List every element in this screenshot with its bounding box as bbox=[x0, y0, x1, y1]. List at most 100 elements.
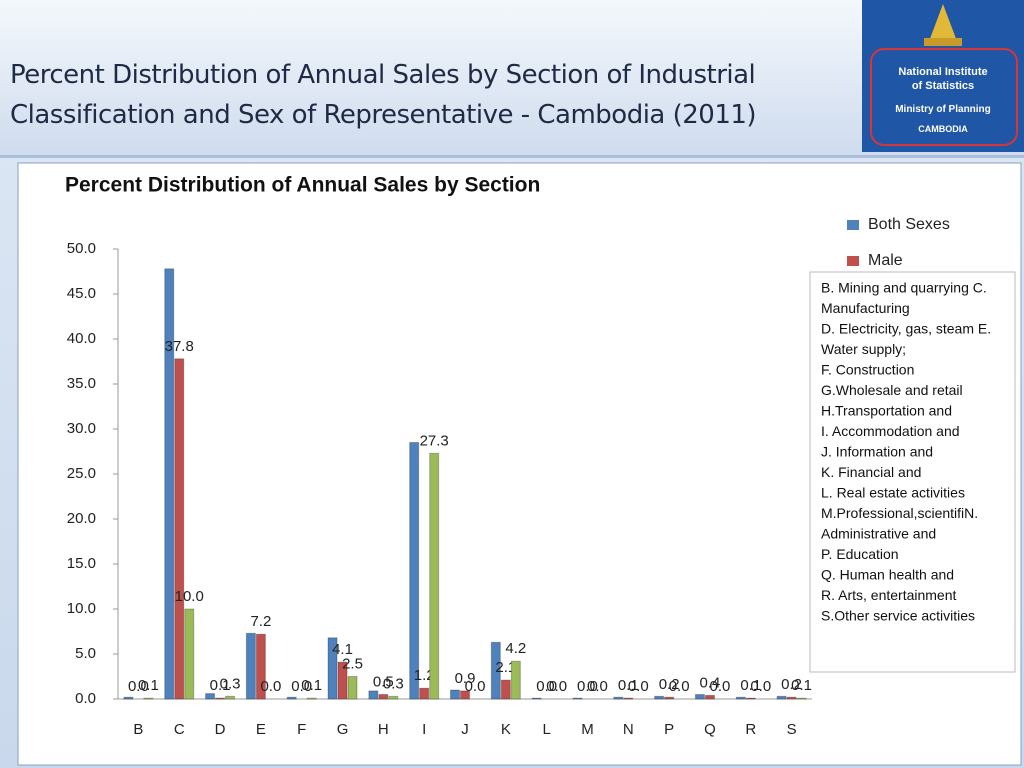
x-tick-label: S bbox=[787, 721, 797, 738]
x-tick-label: K bbox=[501, 721, 511, 738]
note-line: M.Professional,scientifiN. bbox=[821, 505, 978, 521]
bar bbox=[776, 695, 787, 700]
x-tick-label: E bbox=[256, 721, 266, 738]
bar bbox=[613, 696, 624, 700]
y-tick-label: 5.0 bbox=[75, 645, 96, 662]
note-line: H.Transportation and bbox=[821, 403, 952, 419]
bar bbox=[205, 693, 216, 700]
y-tick-label: 40.0 bbox=[67, 330, 96, 347]
slide-title: Percent Distribution of Annual Sales by … bbox=[10, 60, 757, 130]
bar bbox=[664, 696, 675, 700]
data-label: 37.8 bbox=[165, 338, 194, 355]
logo: National Institute of Statistics Ministr… bbox=[862, 0, 1024, 152]
bar bbox=[143, 697, 154, 700]
bar bbox=[337, 661, 348, 700]
bar bbox=[460, 690, 470, 700]
logo-frame bbox=[870, 48, 1018, 146]
x-tick-label: N bbox=[623, 721, 634, 738]
legend-label: Both Sexes bbox=[868, 216, 950, 233]
bar bbox=[745, 697, 756, 700]
data-label: 0.0 bbox=[291, 678, 312, 695]
note-line: Manufacturing bbox=[821, 300, 910, 316]
x-tick-label: P bbox=[664, 721, 674, 738]
bar bbox=[368, 690, 379, 700]
y-tick-label: 30.0 bbox=[67, 420, 96, 437]
x-tick-label: C bbox=[174, 721, 185, 738]
bar bbox=[164, 268, 175, 700]
data-label: 27.3 bbox=[420, 432, 449, 449]
bar bbox=[694, 694, 705, 700]
bar bbox=[215, 697, 226, 700]
note-line: Administrative and bbox=[821, 526, 936, 542]
data-label: 2.1 bbox=[495, 659, 516, 676]
y-tick-label: 0.0 bbox=[75, 690, 96, 707]
bar bbox=[123, 696, 134, 700]
note-line: D. Electricity, gas, steam E. bbox=[821, 321, 991, 337]
logo-text: of Statistics bbox=[911, 80, 975, 92]
emblem bbox=[924, 4, 962, 46]
bar bbox=[510, 660, 521, 700]
bar bbox=[327, 637, 338, 700]
data-label: 0.3 bbox=[220, 675, 241, 692]
note-line: I. Accommodation and bbox=[821, 423, 960, 439]
data-label: 0.1 bbox=[301, 677, 322, 694]
note-line: G.Wholesale and retail bbox=[821, 382, 963, 398]
bar bbox=[654, 695, 665, 700]
note-line: J. Information and bbox=[821, 444, 933, 460]
bar bbox=[174, 358, 185, 700]
data-label: 10.0 bbox=[175, 588, 204, 605]
bar bbox=[306, 697, 317, 700]
y-tick-label: 50.0 bbox=[67, 240, 96, 257]
data-label: 0.3 bbox=[383, 675, 404, 692]
bar bbox=[225, 695, 236, 700]
x-tick-label: F bbox=[297, 721, 306, 738]
y-tick-label: 10.0 bbox=[67, 600, 96, 617]
bar bbox=[735, 696, 746, 700]
data-label: 7.2 bbox=[250, 613, 271, 630]
note-line: L. Real estate activities bbox=[821, 485, 965, 501]
data-label: 0.0 bbox=[465, 678, 486, 695]
data-label: 0.2 bbox=[781, 676, 802, 693]
note-line: F. Construction bbox=[821, 362, 914, 378]
data-label: 1.2 bbox=[414, 667, 435, 684]
x-tick-label: J bbox=[461, 721, 469, 738]
data-label: 0.9 bbox=[455, 670, 476, 687]
data-label: 0.0 bbox=[669, 678, 690, 695]
note-line: R. Arts, entertainment bbox=[821, 587, 957, 603]
x-tick-label: Q bbox=[704, 721, 716, 738]
data-label: 0.5 bbox=[373, 673, 394, 690]
bar bbox=[429, 452, 440, 700]
data-label: 0.0 bbox=[750, 678, 771, 695]
data-label: 0.1 bbox=[740, 677, 761, 694]
note-line: P. Education bbox=[821, 546, 899, 562]
logo-text: National Institute bbox=[898, 66, 988, 78]
bar bbox=[388, 695, 399, 700]
y-tick-label: 35.0 bbox=[67, 375, 96, 392]
x-tick-label: H bbox=[378, 721, 389, 738]
data-label: 2.5 bbox=[342, 655, 363, 672]
header bbox=[0, 0, 1024, 158]
bar bbox=[796, 697, 807, 700]
bar bbox=[786, 696, 797, 700]
bar bbox=[409, 442, 420, 700]
data-label: 0.1 bbox=[618, 677, 639, 694]
data-label: 0.0 bbox=[536, 678, 557, 695]
x-tick-label: R bbox=[745, 721, 756, 738]
data-label: 0.0 bbox=[128, 678, 149, 695]
data-label: 0.1 bbox=[138, 677, 159, 694]
data-label: 0.4 bbox=[700, 674, 721, 691]
x-tick-label: B bbox=[133, 721, 143, 738]
data-label: 0.0 bbox=[710, 678, 731, 695]
data-label: 0.0 bbox=[260, 678, 281, 695]
x-tick-label: D bbox=[215, 721, 226, 738]
note-line: Water supply; bbox=[821, 341, 906, 357]
data-label: 0.1 bbox=[791, 677, 812, 694]
bar bbox=[500, 679, 511, 700]
x-tick-label: M bbox=[581, 721, 594, 738]
bar bbox=[490, 641, 501, 700]
bar bbox=[572, 697, 583, 700]
note-line: K. Financial and bbox=[821, 464, 921, 480]
chart-title: Percent Distribution of Annual Sales by … bbox=[65, 174, 540, 197]
y-tick-label: 15.0 bbox=[67, 555, 96, 572]
